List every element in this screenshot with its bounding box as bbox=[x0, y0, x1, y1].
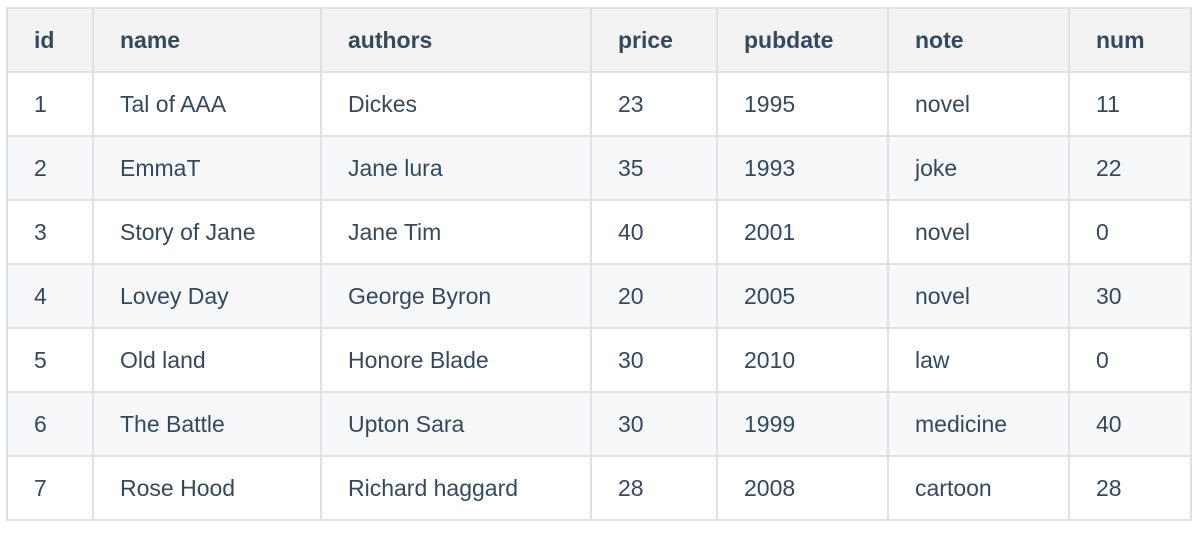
cell-pubdate: 2008 bbox=[716, 455, 889, 521]
cell-id: 7 bbox=[6, 455, 94, 521]
cell-authors: Jane lura bbox=[320, 135, 592, 201]
table-header: id name authors price pubdate note num bbox=[6, 7, 1192, 73]
cell-price: 30 bbox=[590, 391, 718, 457]
cell-pubdate: 2001 bbox=[716, 199, 889, 265]
cell-note: novel bbox=[887, 263, 1070, 329]
books-table-container: id name authors price pubdate note num 1 Tal of… bbox=[6, 7, 1192, 521]
cell-num: 40 bbox=[1068, 391, 1192, 457]
column-header-note: note bbox=[887, 7, 1070, 73]
cell-id: 4 bbox=[6, 263, 94, 329]
cell-name: Tal of AAA bbox=[92, 71, 322, 137]
cell-price: 28 bbox=[590, 455, 718, 521]
column-header-id: id bbox=[6, 7, 94, 73]
cell-num: 0 bbox=[1068, 199, 1192, 265]
cell-price: 20 bbox=[590, 263, 718, 329]
cell-authors: Richard haggard bbox=[320, 455, 592, 521]
cell-price: 30 bbox=[590, 327, 718, 393]
table-row: 3 Story of Jane Jane Tim 40 2001 novel 0 bbox=[6, 199, 1192, 265]
cell-pubdate: 1995 bbox=[716, 71, 889, 137]
cell-note: novel bbox=[887, 71, 1070, 137]
cell-note: joke bbox=[887, 135, 1070, 201]
cell-id: 5 bbox=[6, 327, 94, 393]
cell-pubdate: 2005 bbox=[716, 263, 889, 329]
cell-id: 3 bbox=[6, 199, 94, 265]
table-row: 7 Rose Hood Richard haggard 28 2008 cartoon 28 bbox=[6, 455, 1192, 521]
column-header-num: num bbox=[1068, 7, 1192, 73]
cell-name: Rose Hood bbox=[92, 455, 322, 521]
cell-pubdate: 2010 bbox=[716, 327, 889, 393]
cell-name: The Battle bbox=[92, 391, 322, 457]
cell-pubdate: 1999 bbox=[716, 391, 889, 457]
cell-authors: George Byron bbox=[320, 263, 592, 329]
cell-authors: Dickes bbox=[320, 71, 592, 137]
table-body: 1 Tal of AAA Dickes 23 1995 novel 11 2 EmmaT Jane… bbox=[6, 71, 1192, 521]
cell-price: 35 bbox=[590, 135, 718, 201]
cell-name: Lovey Day bbox=[92, 263, 322, 329]
column-header-name: name bbox=[92, 7, 322, 73]
cell-price: 40 bbox=[590, 199, 718, 265]
cell-authors: Honore Blade bbox=[320, 327, 592, 393]
cell-authors: Upton Sara bbox=[320, 391, 592, 457]
cell-note: medicine bbox=[887, 391, 1070, 457]
cell-note: novel bbox=[887, 199, 1070, 265]
cell-name: Old land bbox=[92, 327, 322, 393]
header-row: id name authors price pubdate note num bbox=[6, 7, 1192, 73]
table-row: 4 Lovey Day George Byron 20 2005 novel 30 bbox=[6, 263, 1192, 329]
table-row: 5 Old land Honore Blade 30 2010 law 0 bbox=[6, 327, 1192, 393]
column-header-price: price bbox=[590, 7, 718, 73]
column-header-authors: authors bbox=[320, 7, 592, 73]
cell-price: 23 bbox=[590, 71, 718, 137]
cell-authors: Jane Tim bbox=[320, 199, 592, 265]
cell-note: cartoon bbox=[887, 455, 1070, 521]
cell-num: 28 bbox=[1068, 455, 1192, 521]
cell-pubdate: 1993 bbox=[716, 135, 889, 201]
table-row: 2 EmmaT Jane lura 35 1993 joke 22 bbox=[6, 135, 1192, 201]
cell-name: EmmaT bbox=[92, 135, 322, 201]
cell-id: 2 bbox=[6, 135, 94, 201]
cell-num: 30 bbox=[1068, 263, 1192, 329]
cell-num: 11 bbox=[1068, 71, 1192, 137]
column-header-pubdate: pubdate bbox=[716, 7, 889, 73]
cell-name: Story of Jane bbox=[92, 199, 322, 265]
cell-num: 22 bbox=[1068, 135, 1192, 201]
cell-note: law bbox=[887, 327, 1070, 393]
cell-id: 6 bbox=[6, 391, 94, 457]
table-row: 1 Tal of AAA Dickes 23 1995 novel 11 bbox=[6, 71, 1192, 137]
table-row: 6 The Battle Upton Sara 30 1999 medicine 40 bbox=[6, 391, 1192, 457]
books-table: id name authors price pubdate note num 1 Tal of… bbox=[6, 7, 1192, 521]
cell-id: 1 bbox=[6, 71, 94, 137]
cell-num: 0 bbox=[1068, 327, 1192, 393]
